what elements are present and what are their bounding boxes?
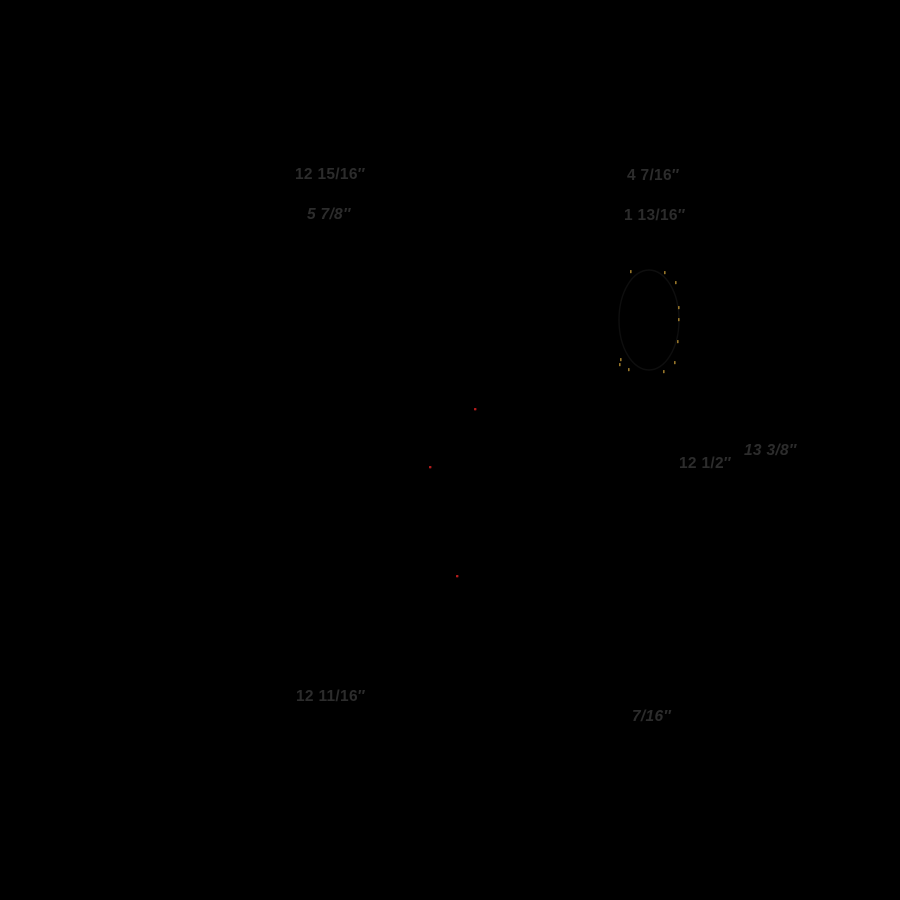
dimension-label-12-11-16in: 12 11/16″ <box>296 688 366 705</box>
fixture-ellipse-outline <box>618 269 680 371</box>
gold-fleck <box>664 271 666 275</box>
dimension-label-12-15-16in: 12 15/16″ <box>295 166 366 183</box>
gold-fleck <box>619 363 621 367</box>
gold-fleck <box>620 358 622 362</box>
red-fleck <box>429 466 432 469</box>
gold-fleck <box>663 370 665 374</box>
dimension-label-7-16in: 7/16″ <box>632 708 672 725</box>
gold-fleck <box>678 306 680 310</box>
dimension-label-5-7-8in: 5 7/8″ <box>307 206 351 223</box>
dimension-label-1-13-16in: 1 13/16″ <box>624 207 686 224</box>
gold-fleck <box>678 318 680 322</box>
gold-fleck <box>628 368 630 372</box>
dimension-label-4-7-16in: 4 7/16″ <box>627 167 680 184</box>
gold-fleck <box>630 270 632 274</box>
gold-fleck <box>675 281 677 285</box>
red-fleck <box>474 408 477 411</box>
dimension-label-12-1-2in: 12 1/2″ <box>679 455 732 472</box>
dimension-label-13-3-8in: 13 3/8″ <box>744 442 797 459</box>
red-fleck <box>456 575 459 578</box>
gold-fleck <box>674 361 676 365</box>
gold-fleck <box>677 340 679 344</box>
